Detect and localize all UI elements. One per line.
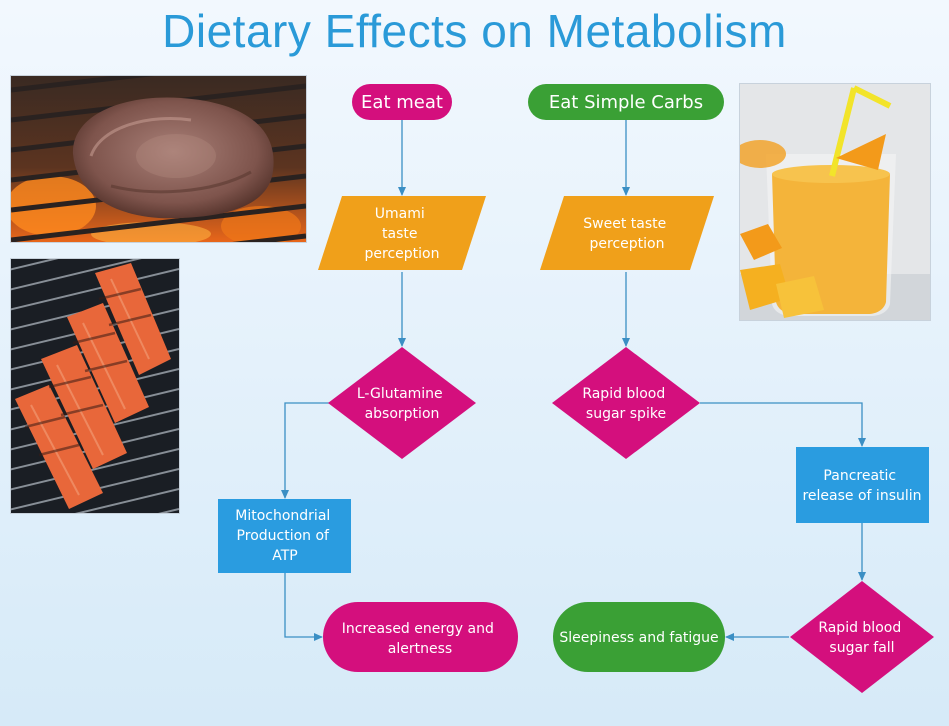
energy-alertness-label: Increased energy and alertness [342, 621, 499, 657]
smoothie-illustration [740, 84, 930, 320]
eat-meat-label: Eat meat [361, 92, 443, 113]
steak-illustration [11, 76, 306, 242]
eat-meat-node: Eat meat [352, 84, 452, 120]
sugar-fall-label: Rapid blood sugar fall [818, 620, 905, 656]
eat-simple-carbs-node: Eat Simple Carbs [528, 84, 724, 120]
salmon-illustration [11, 259, 179, 513]
mango-smoothie-photo [739, 83, 931, 321]
sugar-spike-label: Rapid blood sugar spike [582, 386, 669, 422]
umami-taste-node: Umami taste perception [318, 196, 486, 270]
sweet-taste-label: Sweet taste perception [583, 216, 670, 252]
eat-simple-carbs-label: Eat Simple Carbs [549, 92, 703, 113]
mitochondrial-atp-node: Mitochondrial Production of ATP [218, 499, 351, 573]
sleepiness-fatigue-node: Sleepiness and fatigue [553, 602, 725, 672]
grilled-steak-photo [10, 75, 307, 243]
sleepiness-fatigue-label: Sleepiness and fatigue [559, 630, 718, 646]
umami-taste-label: Umami taste perception [365, 206, 440, 262]
insulin-release-node: Pancreatic release of insulin [796, 447, 929, 523]
page-title: Dietary Effects on Metabolism [162, 5, 787, 57]
sugar-fall-node: Rapid blood sugar fall [790, 581, 934, 693]
glutamine-absorption-label: L-Glutamine absorption [357, 386, 447, 422]
glutamine-absorption-node: L-Glutamine absorption [328, 347, 476, 459]
arrow-glutamine-to-mito [281, 402, 330, 499]
insulin-release-label: Pancreatic release of insulin [802, 468, 921, 504]
energy-alertness-node: Increased energy and alertness [323, 602, 518, 672]
mitochondrial-atp-label: Mitochondrial Production of ATP [235, 508, 335, 564]
sugar-spike-node: Rapid blood sugar spike [552, 347, 700, 459]
grilled-salmon-photo [10, 258, 180, 514]
arrow-mito-to-energy [284, 573, 323, 641]
arrow-spike-to-insulin [700, 402, 866, 447]
sweet-taste-node: Sweet taste perception [540, 196, 714, 270]
